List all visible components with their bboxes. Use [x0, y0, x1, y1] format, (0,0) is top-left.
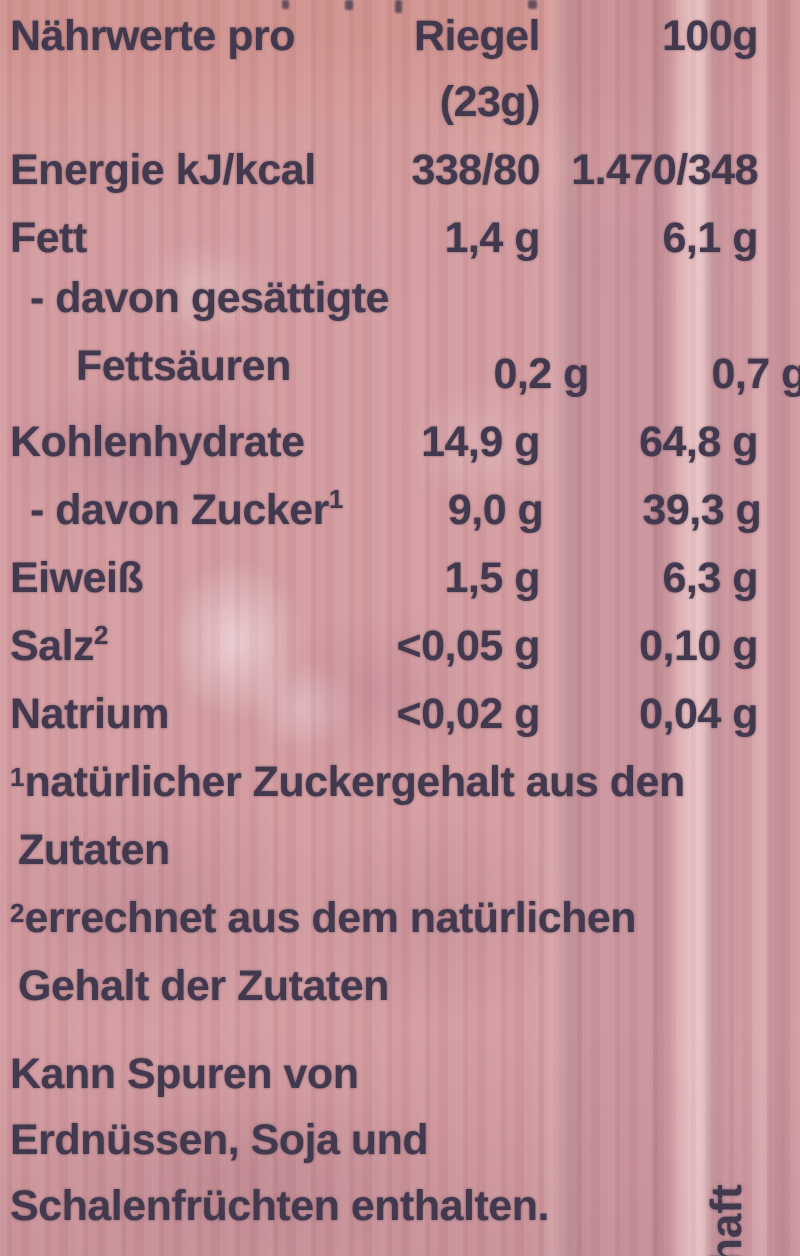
nutrient-name: Fett [10, 214, 87, 262]
value-per-riegel: 0,2 g [493, 350, 589, 398]
footnote-2-line-2: Gehalt der Zutaten [10, 948, 758, 1016]
header-per-100g: 100g [661, 12, 759, 60]
table-row-eiweiss: Eiweiß 1,5 g 6,3 g [10, 540, 759, 608]
allergen-line: Kann Spuren von [10, 1038, 758, 1104]
nutrient-name: Kohlenhydrate [10, 418, 305, 466]
cropped-text-artifact [345, 0, 353, 10]
spacer [10, 1016, 758, 1038]
header-per-riegel: Riegel [413, 12, 541, 60]
header-riegel-weight: (23g) [439, 78, 541, 126]
allergen-line: Erdnüssen, Soja und [10, 1104, 758, 1170]
footnote-2-marker: 2 [10, 898, 25, 928]
value-per-100g: 0,04 g [639, 690, 758, 738]
nutrient-name-line1: - davon gesättigte [30, 274, 389, 322]
value-per-100g: 6,3 g [662, 554, 759, 602]
allergen-notice: Kann Spuren von Erdnüssen, Soja und Scha… [10, 1038, 758, 1236]
footnote-1-text: natürlicher Zuckergehalt aus den [24, 758, 685, 806]
value-per-100g: 64,8 g [639, 418, 758, 466]
header-nutrients: Nährwerte pro [10, 12, 296, 60]
nutrient-name: - davon gesättigte Fettsäuren [10, 260, 389, 404]
value-per-100g: 0,10 g [639, 622, 758, 670]
nutrient-name: Salz2 [10, 622, 340, 676]
allergen-text: Erdnüssen, Soja und [10, 1116, 429, 1164]
allergen-line: Schalenfrüchten enthalten. [10, 1170, 758, 1236]
value-per-100g: 6,1 g [662, 214, 759, 262]
nutrient-name: Natrium [10, 690, 169, 738]
allergen-text: Schalenfrüchten enthalten. [10, 1182, 549, 1230]
table-row-salz: Salz2 <0,05 g 0,10 g [10, 608, 759, 676]
value-per-riegel: 1,4 g [444, 214, 541, 262]
value-per-100g: 1.470/348 [571, 146, 758, 194]
footnote-marker-2: 2 [94, 620, 109, 650]
rotated-side-text-fragment: haft [702, 1184, 751, 1256]
value-per-riegel: <0,05 g [396, 622, 540, 670]
value-per-riegel: 14,9 g [421, 418, 540, 466]
value-per-riegel: 9,0 g [447, 486, 544, 534]
table-row-zucker: - davon Zucker1 9,0 g 39,3 g [10, 472, 762, 540]
allergen-text: Kann Spuren von [10, 1050, 359, 1098]
footnote-marker-1: 1 [328, 484, 344, 514]
value-per-100g: 0,7 g [711, 350, 800, 398]
value-per-riegel: 338/80 [411, 146, 540, 194]
table-header-row: Nährwerte pro Riegel 100g [10, 6, 759, 66]
cropped-text-artifact [528, 0, 537, 9]
header-spacer [10, 124, 340, 132]
footnote-2-text: errechnet aus dem natürlichen [24, 894, 637, 942]
footnote-1-line-2: Zutaten [10, 812, 758, 880]
table-row-energie: Energie kJ/kcal 338/80 1.470/348 [10, 132, 759, 200]
nutrient-name: Eiweiß [10, 554, 144, 602]
value-per-riegel: <0,02 g [396, 690, 540, 738]
footnote-2-line-1: 2 errechnet aus dem natürlichen [10, 880, 758, 948]
nutrient-name-text: Salz [10, 622, 95, 670]
value-per-100g: 39,3 g [642, 486, 762, 534]
nutrient-name: Energie kJ/kcal [10, 146, 316, 194]
table-header-row-2: (23g) [10, 66, 758, 132]
header-spacer [540, 124, 758, 132]
nutrient-name-text: - davon Zucker [30, 486, 329, 534]
table-row-gesaettigte-fettsaeuren: - davon gesättigte Fettsäuren 0,2 g 0,7 … [10, 268, 800, 404]
nutrient-name-line2: Fettsäuren [76, 342, 291, 390]
footnote-1-line-1: 1 natürlicher Zuckergehalt aus den [10, 744, 758, 812]
value-per-riegel: 1,5 g [444, 554, 541, 602]
table-row-natrium: Natrium <0,02 g 0,04 g [10, 676, 759, 744]
nutrient-name: - davon Zucker1 [10, 486, 343, 540]
footnote-2-text-cont: Gehalt der Zutaten [18, 962, 389, 1010]
cropped-text-artifact [282, 0, 289, 9]
footnote-1-marker: 1 [10, 762, 25, 792]
footnote-1-text-cont: Zutaten [18, 826, 170, 874]
cropped-text-artifact [395, 0, 402, 13]
table-row-kohlenhydrate: Kohlenhydrate 14,9 g 64,8 g [10, 404, 759, 472]
table-row-fett: Fett 1,4 g 6,1 g [10, 200, 759, 268]
